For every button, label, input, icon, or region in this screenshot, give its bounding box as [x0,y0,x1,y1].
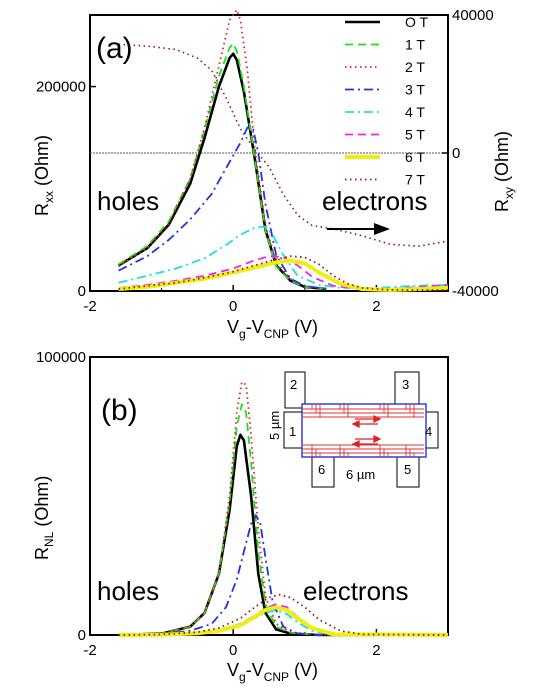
panel-a-xlabel: Vg-VCNP (V) [227,317,318,341]
panel-a-y2tick-label-0: -40000 [452,283,499,300]
panel-a-series-6t [118,258,449,292]
legend-label-5t: 5 T [405,127,425,143]
panel-a-ytick-label-0: 0 [78,283,86,300]
panel-a-xtick-label-1: 0 [229,298,237,315]
panel-b-curves [118,381,449,637]
panel-a-curves [117,8,449,292]
panel-b-series-1t [118,403,448,636]
panel-b-ylabel: RNL (Ohm) [32,476,56,560]
panel-a-arrow [327,223,390,235]
contact-2 [284,371,306,409]
contact-label-2: 2 [290,377,297,392]
legend-label-4t: 4 T [405,104,425,120]
contact-label-3: 3 [402,377,409,392]
panel-b-xtick-label-1: 0 [229,642,237,659]
edge-channels [302,404,424,457]
legend-label-1t: 1 T [405,37,425,53]
panel-a-y2label: Rxy (Ohm) [492,131,516,212]
panel-a-electrons-annotation: electrons [322,186,428,216]
panel-a-series-1t [118,42,327,290]
panel-b-series-6t [118,605,449,637]
panel-b-electrons-annotation: electrons [303,576,409,606]
panel-a-series-4t [118,225,449,289]
legend-label-6t: 6 T [405,149,425,165]
current-arrows [351,414,382,449]
panel-b-ytick-label-0: 0 [78,627,86,644]
device-inset: 1 2 3 4 5 6 6 µm 5 µm [267,371,439,488]
panel-b-xtick-label-0: -2 [83,642,96,659]
inset-width-label: 6 µm [346,467,375,482]
panel-a-ytick-label-1: 200000 [36,79,86,96]
panel-b-series-3t [118,514,448,636]
panel-a-xtick-label-2: 2 [372,298,380,315]
panel-a-y2tick-label-1: 0 [452,145,460,162]
panel-a-label: (a) [96,32,133,65]
panel-b-holes-annotation: holes [97,576,159,606]
contact-label-4: 4 [425,424,432,439]
contact-label-1: 1 [289,424,296,439]
panel-b-label: (b) [101,394,138,427]
panel-a-ylabel: Rxx (Ohm) [32,135,56,216]
panel-a-holes-annotation: holes [97,186,159,216]
panel-a-y2tick-label-2: 40000 [452,7,494,24]
panel-b-xlabel: Vg-VCNP (V) [227,660,318,684]
panel-b-frame [89,356,449,636]
legend-label-7t: 7 T [405,172,425,188]
legend-label-2t: 2 T [405,59,425,75]
panel-a-xtick-label-0: -2 [83,298,96,315]
legend-label-3t: 3 T [405,82,425,98]
inset-height-label: 5 µm [267,411,282,440]
panel-a-legend: O T 1 T 2 T 3 T 4 T 5 T 6 T 7 T [345,14,429,188]
panel-b-ytick-label-1: 100000 [36,349,86,366]
panel-b-xtick-label-2: 2 [372,642,380,659]
panel-a-series-ot [117,52,327,291]
panel-b-series-7t [118,593,449,636]
legend-label-ot: O T [405,14,429,30]
contact-label-6: 6 [318,462,325,477]
contact-label-5: 5 [404,462,411,477]
panel-a-series-3t [118,126,327,290]
